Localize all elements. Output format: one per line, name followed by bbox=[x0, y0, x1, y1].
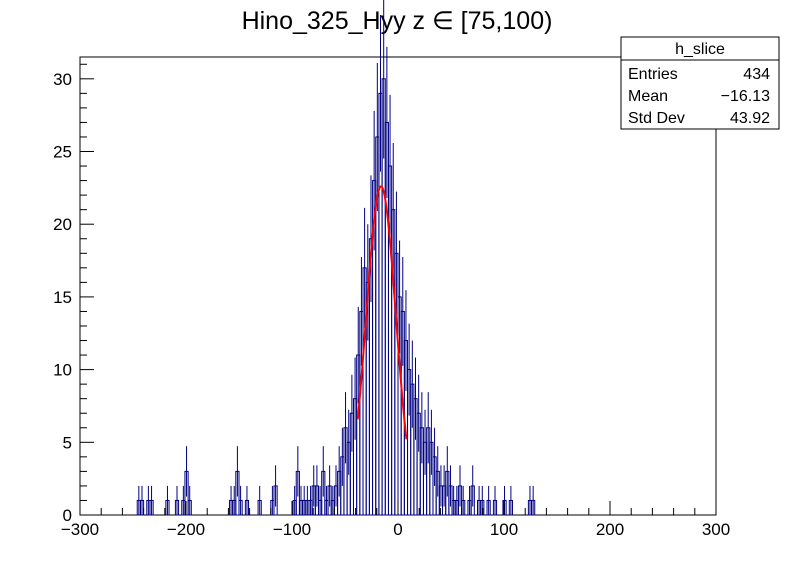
stats-mean-value: −16.13 bbox=[721, 88, 770, 105]
x-tick-label: 100 bbox=[490, 520, 518, 539]
y-tick-label: 15 bbox=[53, 288, 72, 307]
x-tick-label: 0 bbox=[393, 520, 402, 539]
plot-area: −300 −200 −100 0 100 200 300 0 5 10 15 20 25 30 bbox=[53, 0, 730, 539]
x-tick-label: −300 bbox=[61, 520, 99, 539]
y-tick-label: 5 bbox=[63, 433, 72, 452]
histogram-bars bbox=[136, 0, 536, 516]
stats-box: h_slice Entries 434 Mean −16.13 Std Dev … bbox=[620, 36, 780, 130]
y-tick-label: 25 bbox=[53, 143, 72, 162]
stats-stddev-value: 43.92 bbox=[730, 110, 770, 127]
y-tick-label: 20 bbox=[53, 215, 72, 234]
x-tick-label: 300 bbox=[702, 520, 730, 539]
x-tick-label: 200 bbox=[596, 520, 624, 539]
y-tick-label: 10 bbox=[53, 361, 72, 380]
stats-entries-value: 434 bbox=[743, 66, 770, 83]
x-tick-label: −100 bbox=[273, 520, 311, 539]
stats-stddev-label: Std Dev bbox=[628, 110, 685, 127]
stats-entries-label: Entries bbox=[628, 66, 678, 83]
y-tick-label: 0 bbox=[63, 506, 72, 525]
gaussian-fit-curve bbox=[356, 185, 408, 440]
y-tick-label: 30 bbox=[53, 70, 72, 89]
stats-box-title: h_slice bbox=[675, 41, 725, 58]
chart-title: Hino_325_Hyy z ∈ [75,100) bbox=[242, 7, 553, 35]
x-tick-label: −200 bbox=[167, 520, 205, 539]
stats-mean-label: Mean bbox=[628, 88, 668, 105]
x-axis: −300 −200 −100 0 100 200 300 bbox=[61, 501, 730, 539]
y-axis: 0 5 10 15 20 25 30 bbox=[53, 63, 94, 525]
stats-box-frame bbox=[620, 36, 780, 130]
